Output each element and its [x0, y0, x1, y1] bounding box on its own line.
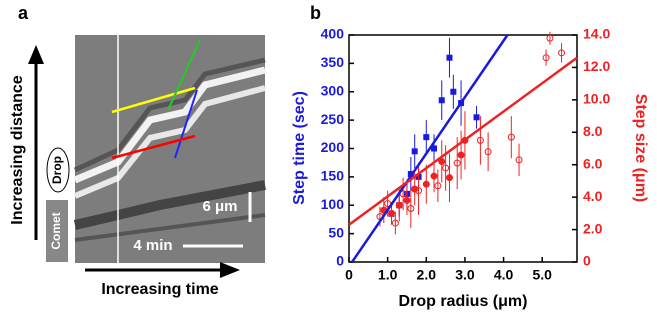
- y2-tick-label: 0: [583, 253, 591, 269]
- marker: [404, 197, 410, 203]
- panel-label: b: [310, 3, 321, 23]
- y-axis-title: Step time (sec): [291, 91, 308, 205]
- y-arrow-label: Increasing distance: [9, 75, 26, 224]
- y2-tick-label: 6.0: [583, 155, 603, 171]
- y2-axis-title: Step size (μm): [632, 94, 649, 202]
- marker: [412, 186, 418, 192]
- figure: a 6 μm 4 min Comet Drop Increasing dista…: [0, 0, 657, 320]
- y-tick-label: 400: [321, 26, 345, 42]
- y-tick-label: 250: [321, 111, 345, 127]
- fit-line: [349, 58, 577, 225]
- y2-tick-label: 2.0: [583, 220, 603, 236]
- y-tick-label: 300: [321, 82, 345, 98]
- x-arrow-head: [220, 262, 240, 278]
- marker: [423, 181, 429, 187]
- y2-tick-label: 10.0: [583, 91, 610, 107]
- x-tick-label: 1.0: [378, 267, 398, 283]
- scale-distance: 6 μm: [202, 198, 237, 215]
- scale-time: 4 min: [133, 237, 172, 254]
- y2-tick-label: 12.0: [583, 58, 610, 74]
- marker: [412, 148, 418, 154]
- x-tick-label: 5.0: [532, 267, 552, 283]
- marker: [389, 210, 395, 216]
- marker: [446, 175, 452, 181]
- y2-tick-label: 14.0: [583, 26, 610, 42]
- panel-label: a: [18, 3, 29, 23]
- y-tick-label: 350: [321, 54, 345, 70]
- drop-label: Drop: [50, 156, 64, 184]
- marker: [458, 152, 464, 158]
- y-tick-label: 150: [321, 168, 345, 184]
- x-tick-label: 3.0: [455, 267, 475, 283]
- marker: [423, 134, 429, 140]
- plot-frame: [349, 35, 577, 262]
- marker: [446, 55, 452, 61]
- marker: [450, 89, 456, 95]
- y2-tick-label: 4.0: [583, 188, 603, 204]
- x-tick-label: 2.0: [417, 267, 437, 283]
- y-tick-label: 200: [321, 139, 345, 155]
- fit-line: [352, 35, 507, 262]
- x-arrow-label: Increasing time: [101, 281, 218, 298]
- x-tick-label: 0: [345, 267, 353, 283]
- marker: [431, 173, 437, 179]
- y-arrow-head: [28, 45, 44, 64]
- x-tick-label: 4.0: [494, 267, 514, 283]
- marker: [439, 97, 445, 103]
- y-tick-label: 0: [336, 253, 344, 269]
- y-tick-label: 50: [328, 224, 344, 240]
- kymograph: [75, 35, 265, 263]
- y-tick-label: 100: [321, 196, 345, 212]
- x-axis-title: Drop radius (μm): [399, 293, 528, 310]
- marker: [474, 114, 480, 120]
- marker: [396, 202, 402, 208]
- comet-label: Comet: [49, 212, 63, 249]
- y2-tick-label: 8.0: [583, 123, 603, 139]
